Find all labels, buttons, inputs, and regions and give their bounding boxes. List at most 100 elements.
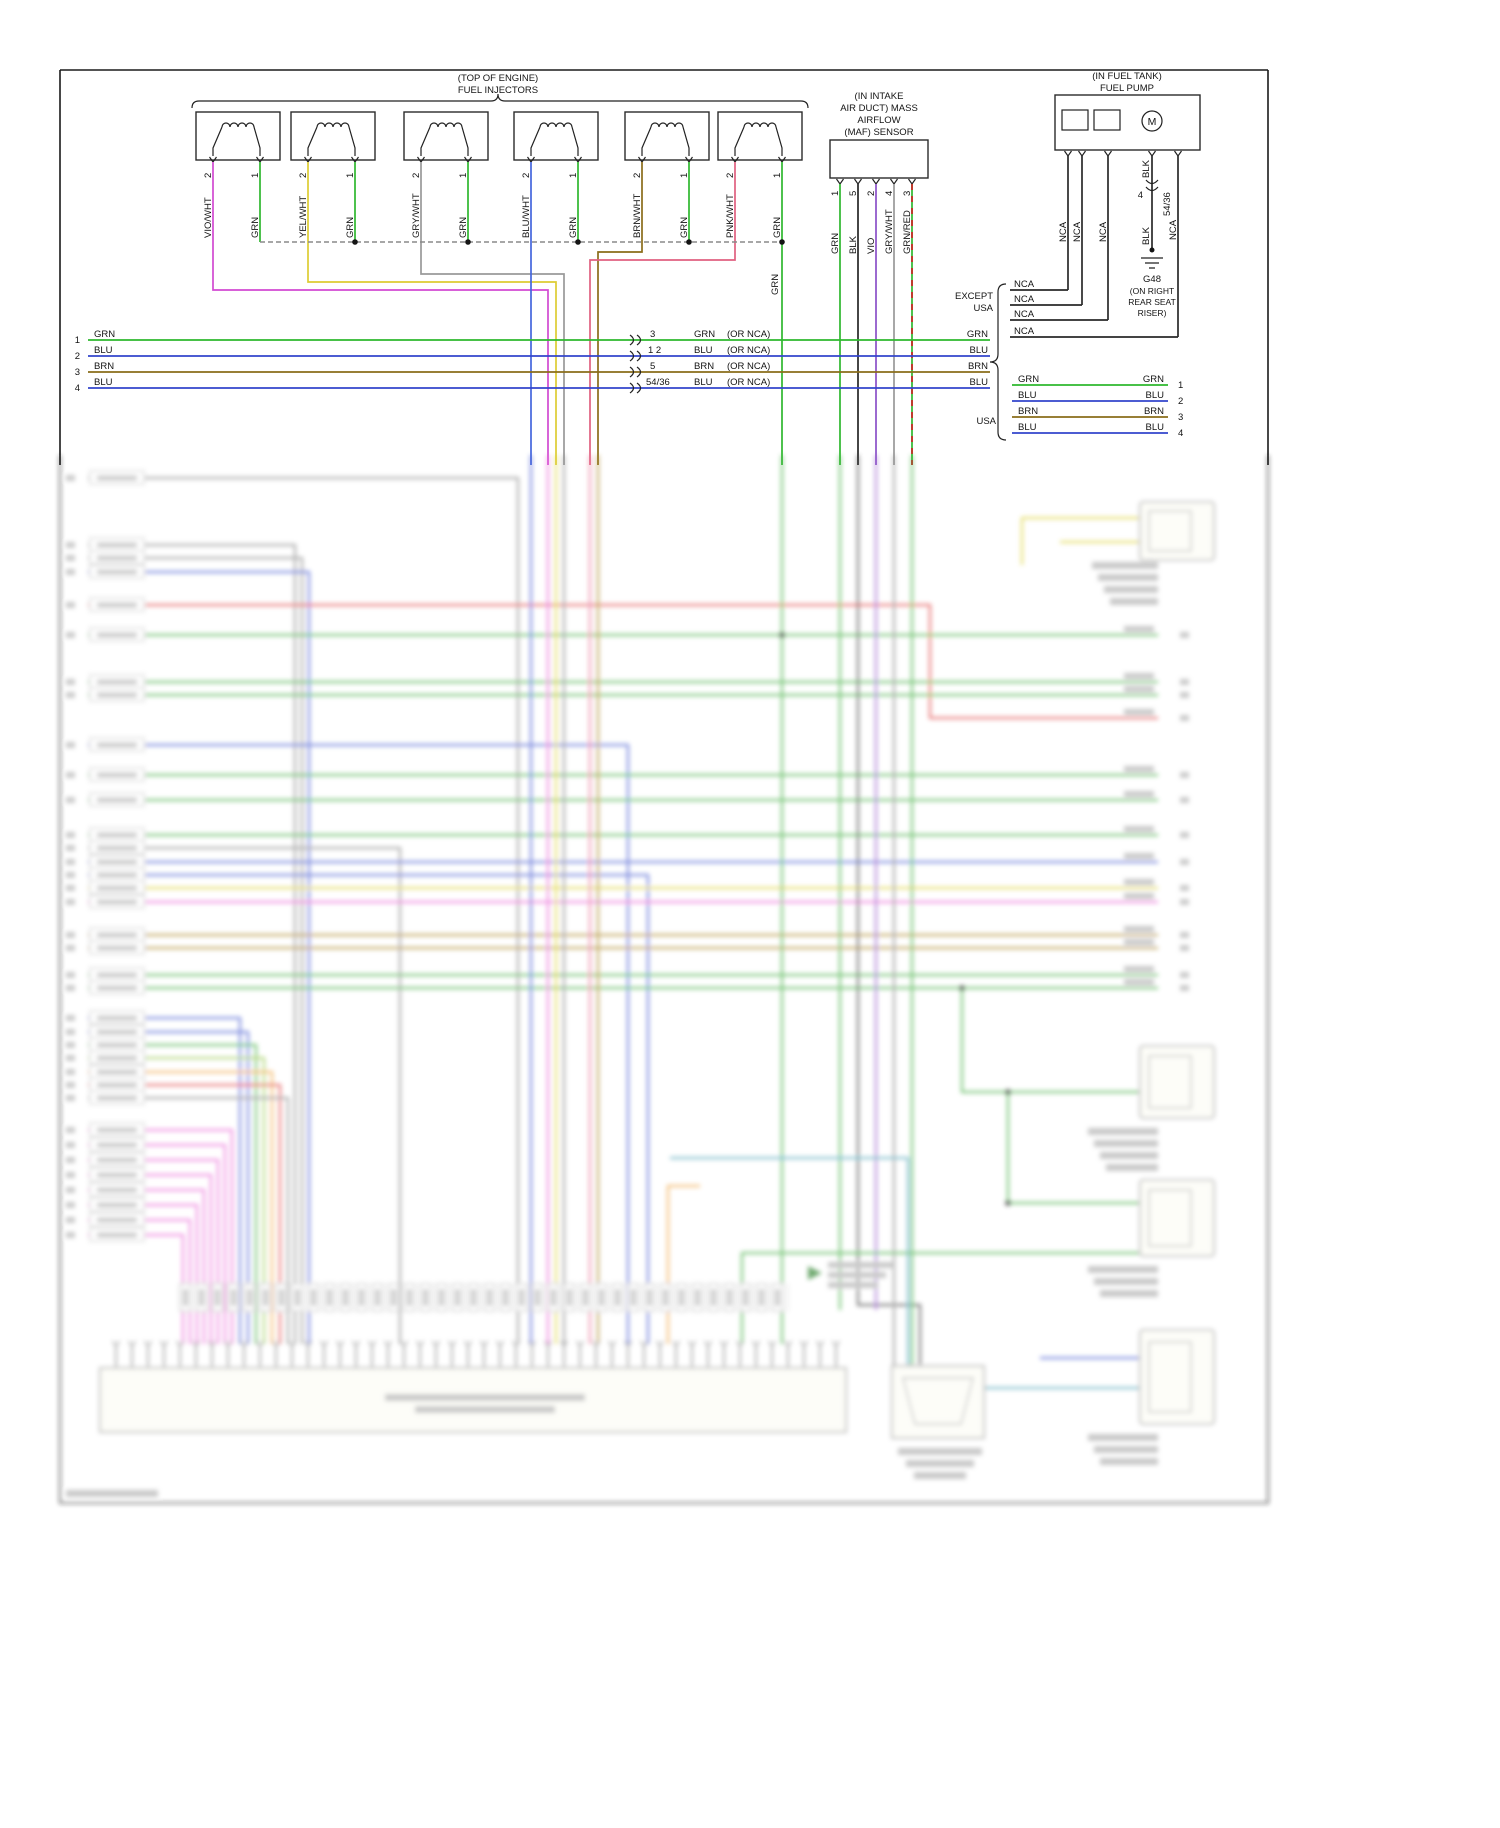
main-wire-rows: 1 GRN 3 GRN (OR NCA) GRN 2 BLU 1 2 BLU (… [75, 329, 990, 394]
ground-location: (ON RIGHT [1130, 286, 1174, 296]
junction-dot [1149, 247, 1155, 253]
wire-color-label: BRN [94, 361, 114, 372]
pin-number: 2 [725, 173, 736, 178]
wire-color-label: BRN/WHT [632, 193, 643, 238]
wire-yel-wht [307, 162, 557, 465]
page-border-lower [59, 455, 1269, 1504]
fuel-pump-section: (IN FUEL TANK) FUEL PUMP M NCA NCA NCA N… [1054, 71, 1201, 337]
wire-color-label: BLK [1141, 226, 1152, 245]
ground-location: RISER) [1138, 308, 1167, 318]
ecm-connector [99, 1282, 847, 1433]
bottom-module [891, 1365, 985, 1479]
fuel-injector-1: 2 VIO/WHT 1 GRN [195, 111, 281, 238]
wire-color-label: NCA [1098, 221, 1109, 242]
connector-box [1139, 1179, 1215, 1257]
injectors-title: FUEL INJECTORS [458, 85, 538, 96]
pin-number: 1 [345, 173, 356, 178]
wire-color-label: GRN [772, 217, 783, 238]
page-footer [66, 1490, 158, 1497]
wire-color-label: NCA [1014, 309, 1035, 320]
fuel-injectors-section: (TOP OF ENGINE) FUEL INJECTORS 2 VIO/WHT… [191, 73, 809, 465]
pin-number: 5 [848, 191, 859, 196]
inline-connector-icon [629, 350, 642, 362]
motor-icon [1141, 110, 1163, 132]
maf-location-label: AIRFLOW [857, 115, 900, 126]
blurred-wires [88, 455, 1158, 1390]
wire-color-label: GRY/WHT [884, 209, 895, 254]
fuel-injector-4: 2 BLU/WHT 1 GRN [513, 111, 599, 238]
wire-color-label: BRN [968, 361, 988, 372]
junction-dot [352, 239, 358, 245]
wire-color-label: GRN [1018, 374, 1039, 385]
arrow-icon [808, 1266, 822, 1280]
pin-number: 4 [1178, 428, 1183, 439]
junction-dot [779, 632, 785, 638]
fuel-pump-title: FUEL PUMP [1100, 83, 1154, 94]
wire-brn-wht [597, 162, 643, 465]
maf-location-label: AIR DUCT) MASS [840, 103, 918, 114]
maf-title: (MAF) SENSOR [844, 127, 913, 138]
fuel-injector-6: 2 PNK/WHT 1 GRN [717, 111, 803, 238]
alt-color-label: (OR NCA) [727, 345, 770, 356]
wire-color-label: GRN [94, 329, 115, 340]
wire-color-label: BRN [694, 361, 714, 372]
wire-color-label: GRN [830, 233, 841, 254]
wire-color-label: BLU/WHT [521, 195, 532, 238]
wire-color-label: GRY/WHT [411, 193, 422, 238]
pin-number: 1 [830, 191, 841, 196]
wire-vio-wht [212, 162, 549, 465]
connector-pin-label: 1 2 [648, 345, 661, 356]
main-wire-row-1: 1 GRN 3 GRN (OR NCA) GRN [75, 329, 990, 346]
pin-number: 2 [298, 173, 309, 178]
pin-number: 2 [411, 173, 422, 178]
pin-number: 2 [521, 173, 532, 178]
pin-number: 4 [1138, 190, 1143, 201]
connector-box [1139, 1045, 1215, 1119]
wire-color-label: BLK [848, 235, 859, 254]
pin-number: 3 [902, 191, 913, 196]
wire-color-label: BLU [94, 345, 113, 356]
wire-gry-wht [420, 162, 565, 465]
connector-box [1139, 1329, 1215, 1425]
pin-number: 1 [250, 173, 261, 178]
junction-dot [1005, 1089, 1011, 1095]
pin-number: 1 [679, 173, 690, 178]
coil-icon [429, 122, 463, 128]
pump-component [1061, 109, 1089, 131]
pin-number: 4 [884, 191, 895, 196]
connector-pin-label: 3 [650, 329, 655, 340]
maf-location-label: (IN INTAKE [855, 91, 904, 102]
wire-color-label: NCA [1168, 219, 1179, 240]
variant-block: EXCEPT USA NCA NCA NCA NCA USA GRN GRN 1… [955, 279, 1183, 441]
wire-color-label: BLU [694, 377, 713, 388]
main-wire-row-4: 4 BLU 54/36 BLU (OR NCA) BLU [75, 377, 990, 394]
blurred-lower-diagram [59, 455, 1269, 1504]
main-wire-row-3: 3 BRN 5 BRN (OR NCA) BRN [75, 361, 990, 378]
wire-color-label: BLK [1141, 159, 1152, 178]
maf-sensor-box [829, 139, 929, 179]
except-usa-label: EXCEPT [955, 291, 993, 302]
module-box [891, 1365, 985, 1439]
junction-dot [686, 239, 692, 245]
wire-color-label: BLU [1018, 390, 1037, 401]
coil-icon [221, 122, 255, 128]
inline-connector-icon [629, 382, 642, 394]
row-number: 1 [75, 335, 80, 346]
wire-color-label: NCA [1058, 221, 1069, 242]
row-number: 3 [75, 367, 80, 378]
pin-number: 1 [458, 173, 469, 178]
pin-number: 1 [772, 173, 783, 178]
wire-color-label: GRN [967, 329, 988, 340]
wire-color-label: NCA [1014, 279, 1035, 290]
wire-color-label: GRN [458, 217, 469, 238]
junction-dot [465, 239, 471, 245]
wire-color-label: VIO [866, 238, 877, 254]
junction-dot [1005, 1200, 1011, 1206]
brace-icon [191, 93, 809, 109]
page-border [59, 69, 1269, 465]
maf-sensor-section: (IN INTAKE AIR DUCT) MASS AIRFLOW (MAF) … [829, 91, 929, 465]
coil-icon [650, 122, 684, 128]
fuel-injector-3: 2 GRY/WHT 1 GRN [403, 111, 489, 238]
wire-color-label: GRN [345, 217, 356, 238]
